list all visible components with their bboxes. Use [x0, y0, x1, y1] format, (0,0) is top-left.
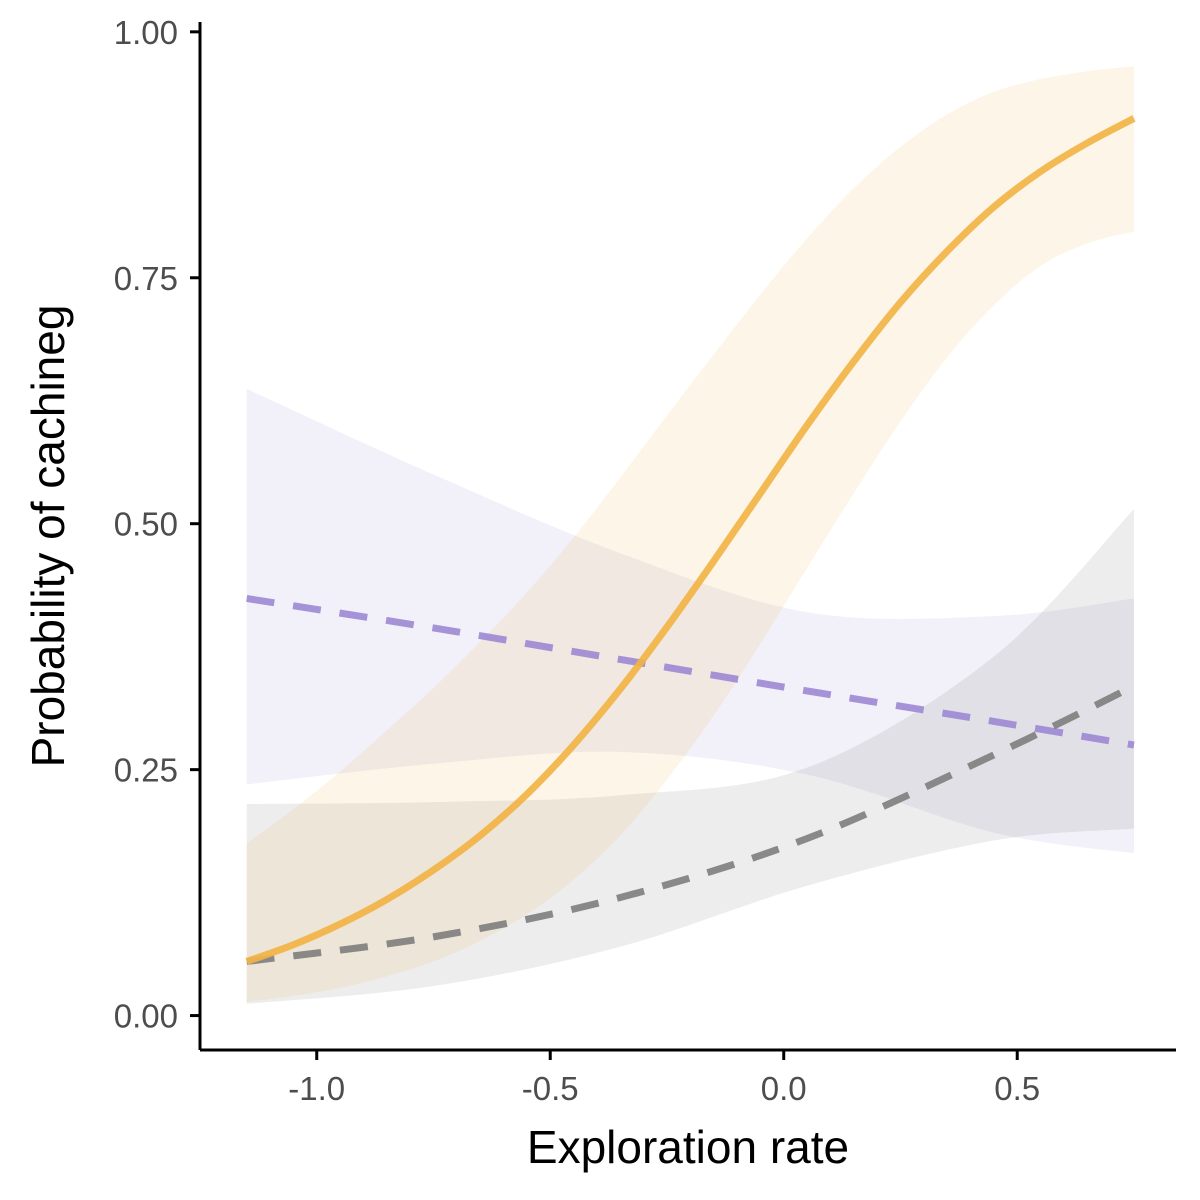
- series-line-2: [246, 682, 1136, 965]
- x-tick-label: 0.0: [761, 1070, 807, 1107]
- x-tick-label: 0.5: [994, 1070, 1040, 1107]
- confidence-bands: [246, 66, 1134, 1004]
- y-tick-label: 0.25: [114, 752, 178, 789]
- x-axis-title: Exploration rate: [527, 1121, 849, 1173]
- x-ticks: -1.0 -0.5 0.0 0.5: [288, 1050, 1040, 1107]
- y-tick-label: 0.00: [114, 998, 178, 1035]
- confidence-band-1: [246, 388, 1134, 854]
- y-tick-label: 1.00: [114, 14, 178, 51]
- x-tick-label: -0.5: [522, 1070, 579, 1107]
- confidence-band-2: [246, 508, 1134, 1004]
- y-tick-label: 0.75: [114, 260, 178, 297]
- y-axis-title: Probability of cachineg: [22, 305, 74, 768]
- y-tick-label: 0.50: [114, 506, 178, 543]
- y-ticks: 0.00 0.25 0.50 0.75 1.00: [114, 14, 200, 1035]
- axes: [198, 22, 1176, 1052]
- series-lines: [245, 115, 1136, 965]
- x-tick-label: -1.0: [288, 1070, 345, 1107]
- series-line-3: [245, 115, 1136, 965]
- series-line-1: [246, 595, 1135, 749]
- confidence-band-3: [246, 66, 1134, 1002]
